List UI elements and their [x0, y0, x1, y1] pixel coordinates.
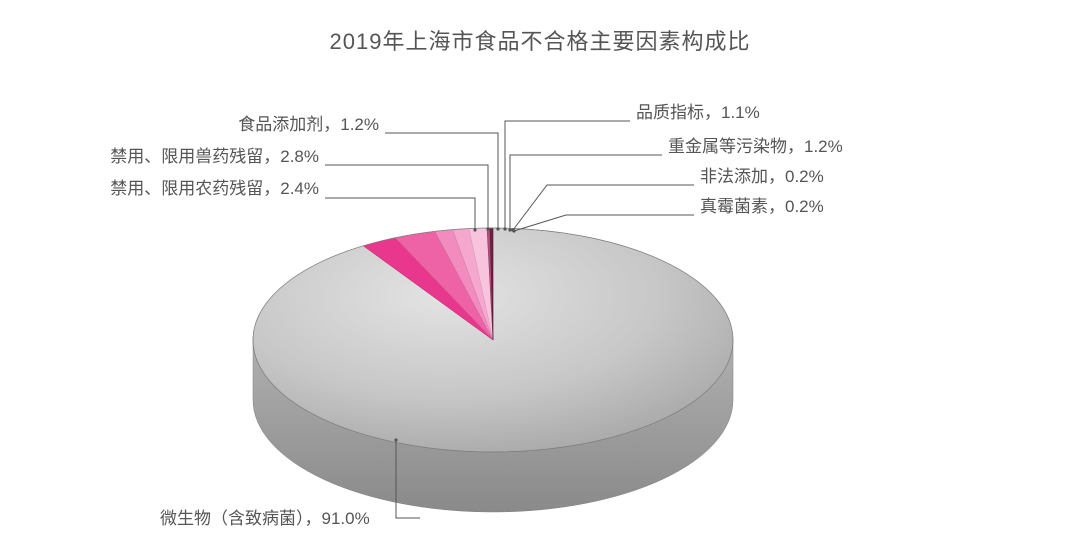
slice-label-s3: 食品添加剂，1.2%	[238, 115, 379, 134]
pie-top-faces	[253, 228, 733, 452]
leader-dot-s0	[394, 438, 397, 441]
leader-s3	[385, 133, 498, 229]
leader-dot-s3	[496, 227, 499, 230]
leader-s7	[514, 215, 694, 231]
leader-s4	[505, 121, 630, 229]
slice-label-s7: 真霉菌素，0.2%	[700, 197, 824, 216]
leader-dot-s4	[503, 227, 506, 230]
slice-label-s2: 禁用、限用兽药残留，2.8%	[110, 147, 319, 166]
leader-dot-s7	[512, 229, 515, 232]
leader-s2	[325, 165, 488, 229]
slice-label-s1: 禁用、限用农药残留，2.4%	[110, 179, 319, 198]
slice-label-s6: 非法添加，0.2%	[700, 167, 824, 186]
slice-label-s0: 微生物（含致病菌），91.0%	[160, 509, 370, 528]
slice-label-s4: 品质指标，1.1%	[636, 103, 760, 122]
leader-dot-s1	[473, 228, 476, 231]
chart-title: 2019年上海市食品不合格主要因素构成比	[0, 24, 1080, 56]
pie-chart-3d: 微生物（含致病菌），91.0% 禁用、限用农药残留，2.4% 禁用、限用兽药残留，2…	[0, 70, 1080, 540]
leader-s1	[325, 198, 475, 230]
leader-dot-s5	[508, 228, 511, 231]
leader-dot-s2	[486, 227, 489, 230]
leader-s5	[510, 155, 662, 230]
slice-label-s5: 重金属等污染物，1.2%	[668, 137, 843, 156]
